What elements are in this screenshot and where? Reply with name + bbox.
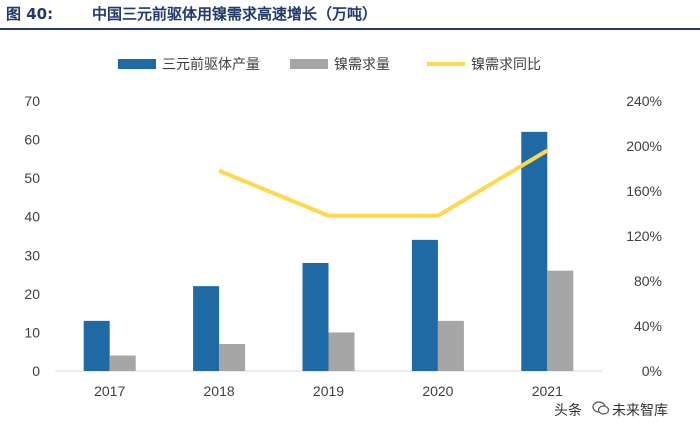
chart: 0 10 20 30 40 50 60 70 0% 40% 80% 120% 160% 200% 240% 2… [24, 56, 662, 399]
bar-precursor-output [193, 286, 220, 371]
y-right-tick-label: 80% [634, 273, 662, 289]
y-right-tick-label: 120% [626, 228, 662, 244]
watermark: 头条 未来智库 [550, 395, 698, 423]
x-tick-label: 2019 [313, 383, 344, 399]
x-tick-label: 2018 [204, 383, 235, 399]
bar-precursor-output [521, 131, 548, 371]
watermark-source: 头条 [554, 403, 582, 419]
legend-label: 镍需求同比 [471, 57, 541, 73]
legend-label: 三元前驱体产量 [162, 56, 260, 73]
x-tick-label: 2017 [94, 383, 125, 399]
bar-precursor-output [411, 239, 438, 371]
y-left-tick-label: 40 [24, 209, 40, 225]
legend-swatch [290, 59, 328, 69]
bar-precursor-output [302, 263, 329, 371]
line-nickel-demand-yoy [218, 148, 549, 218]
y-right-tick-label: 40% [634, 318, 662, 334]
y-right-tick-label: 200% [626, 138, 662, 154]
x-tick-label: 2021 [532, 383, 563, 399]
y-right-tick-label: 240% [626, 93, 662, 109]
y-left-tick-label: 30 [24, 247, 40, 263]
y-left-tick-label: 20 [24, 286, 40, 302]
y-left-tick-label: 70 [24, 93, 40, 109]
figure-header: 图 40: 中国三元前驱体用镍需求高速增长（万吨） [0, 0, 700, 30]
bar-nickel-demand [437, 320, 464, 371]
watermark-account: 未来智库 [612, 403, 668, 419]
bar-nickel-demand [328, 332, 355, 371]
legend-label: 镍需求量 [334, 57, 390, 73]
y-left-tick-label: 60 [24, 132, 40, 148]
y-right-tick-label: 0% [642, 363, 662, 379]
bar-nickel-demand [219, 344, 246, 371]
y-left-tick-label: 0 [32, 363, 40, 379]
legend-swatch [118, 59, 156, 69]
x-tick-label: 2020 [422, 383, 453, 399]
bar-nickel-demand [109, 355, 136, 371]
bar-precursor-output [83, 320, 110, 371]
y-left-tick-label: 10 [24, 324, 40, 340]
y-left-tick-label: 50 [24, 170, 40, 186]
title-rule [0, 28, 700, 30]
figure-title: 中国三元前驱体用镍需求高速增长（万吨） [92, 5, 378, 23]
bar-nickel-demand [547, 270, 574, 371]
wechat-icon [592, 401, 610, 415]
y-right-tick-label: 160% [626, 183, 662, 199]
figure-label: 图 40: [6, 5, 54, 23]
